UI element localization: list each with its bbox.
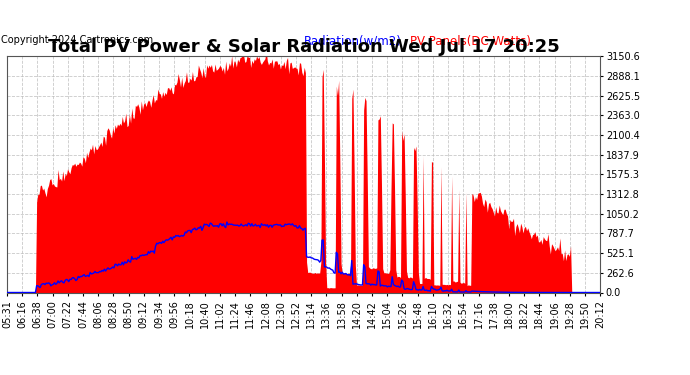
Title: Total PV Power & Solar Radiation Wed Jul 17 20:25: Total PV Power & Solar Radiation Wed Jul… — [48, 38, 560, 56]
Text: PV Panels(DC Watts): PV Panels(DC Watts) — [411, 35, 531, 48]
Text: Radiation(w/m2): Radiation(w/m2) — [304, 35, 402, 48]
Text: Copyright 2024 Cartronics.com: Copyright 2024 Cartronics.com — [1, 35, 153, 45]
